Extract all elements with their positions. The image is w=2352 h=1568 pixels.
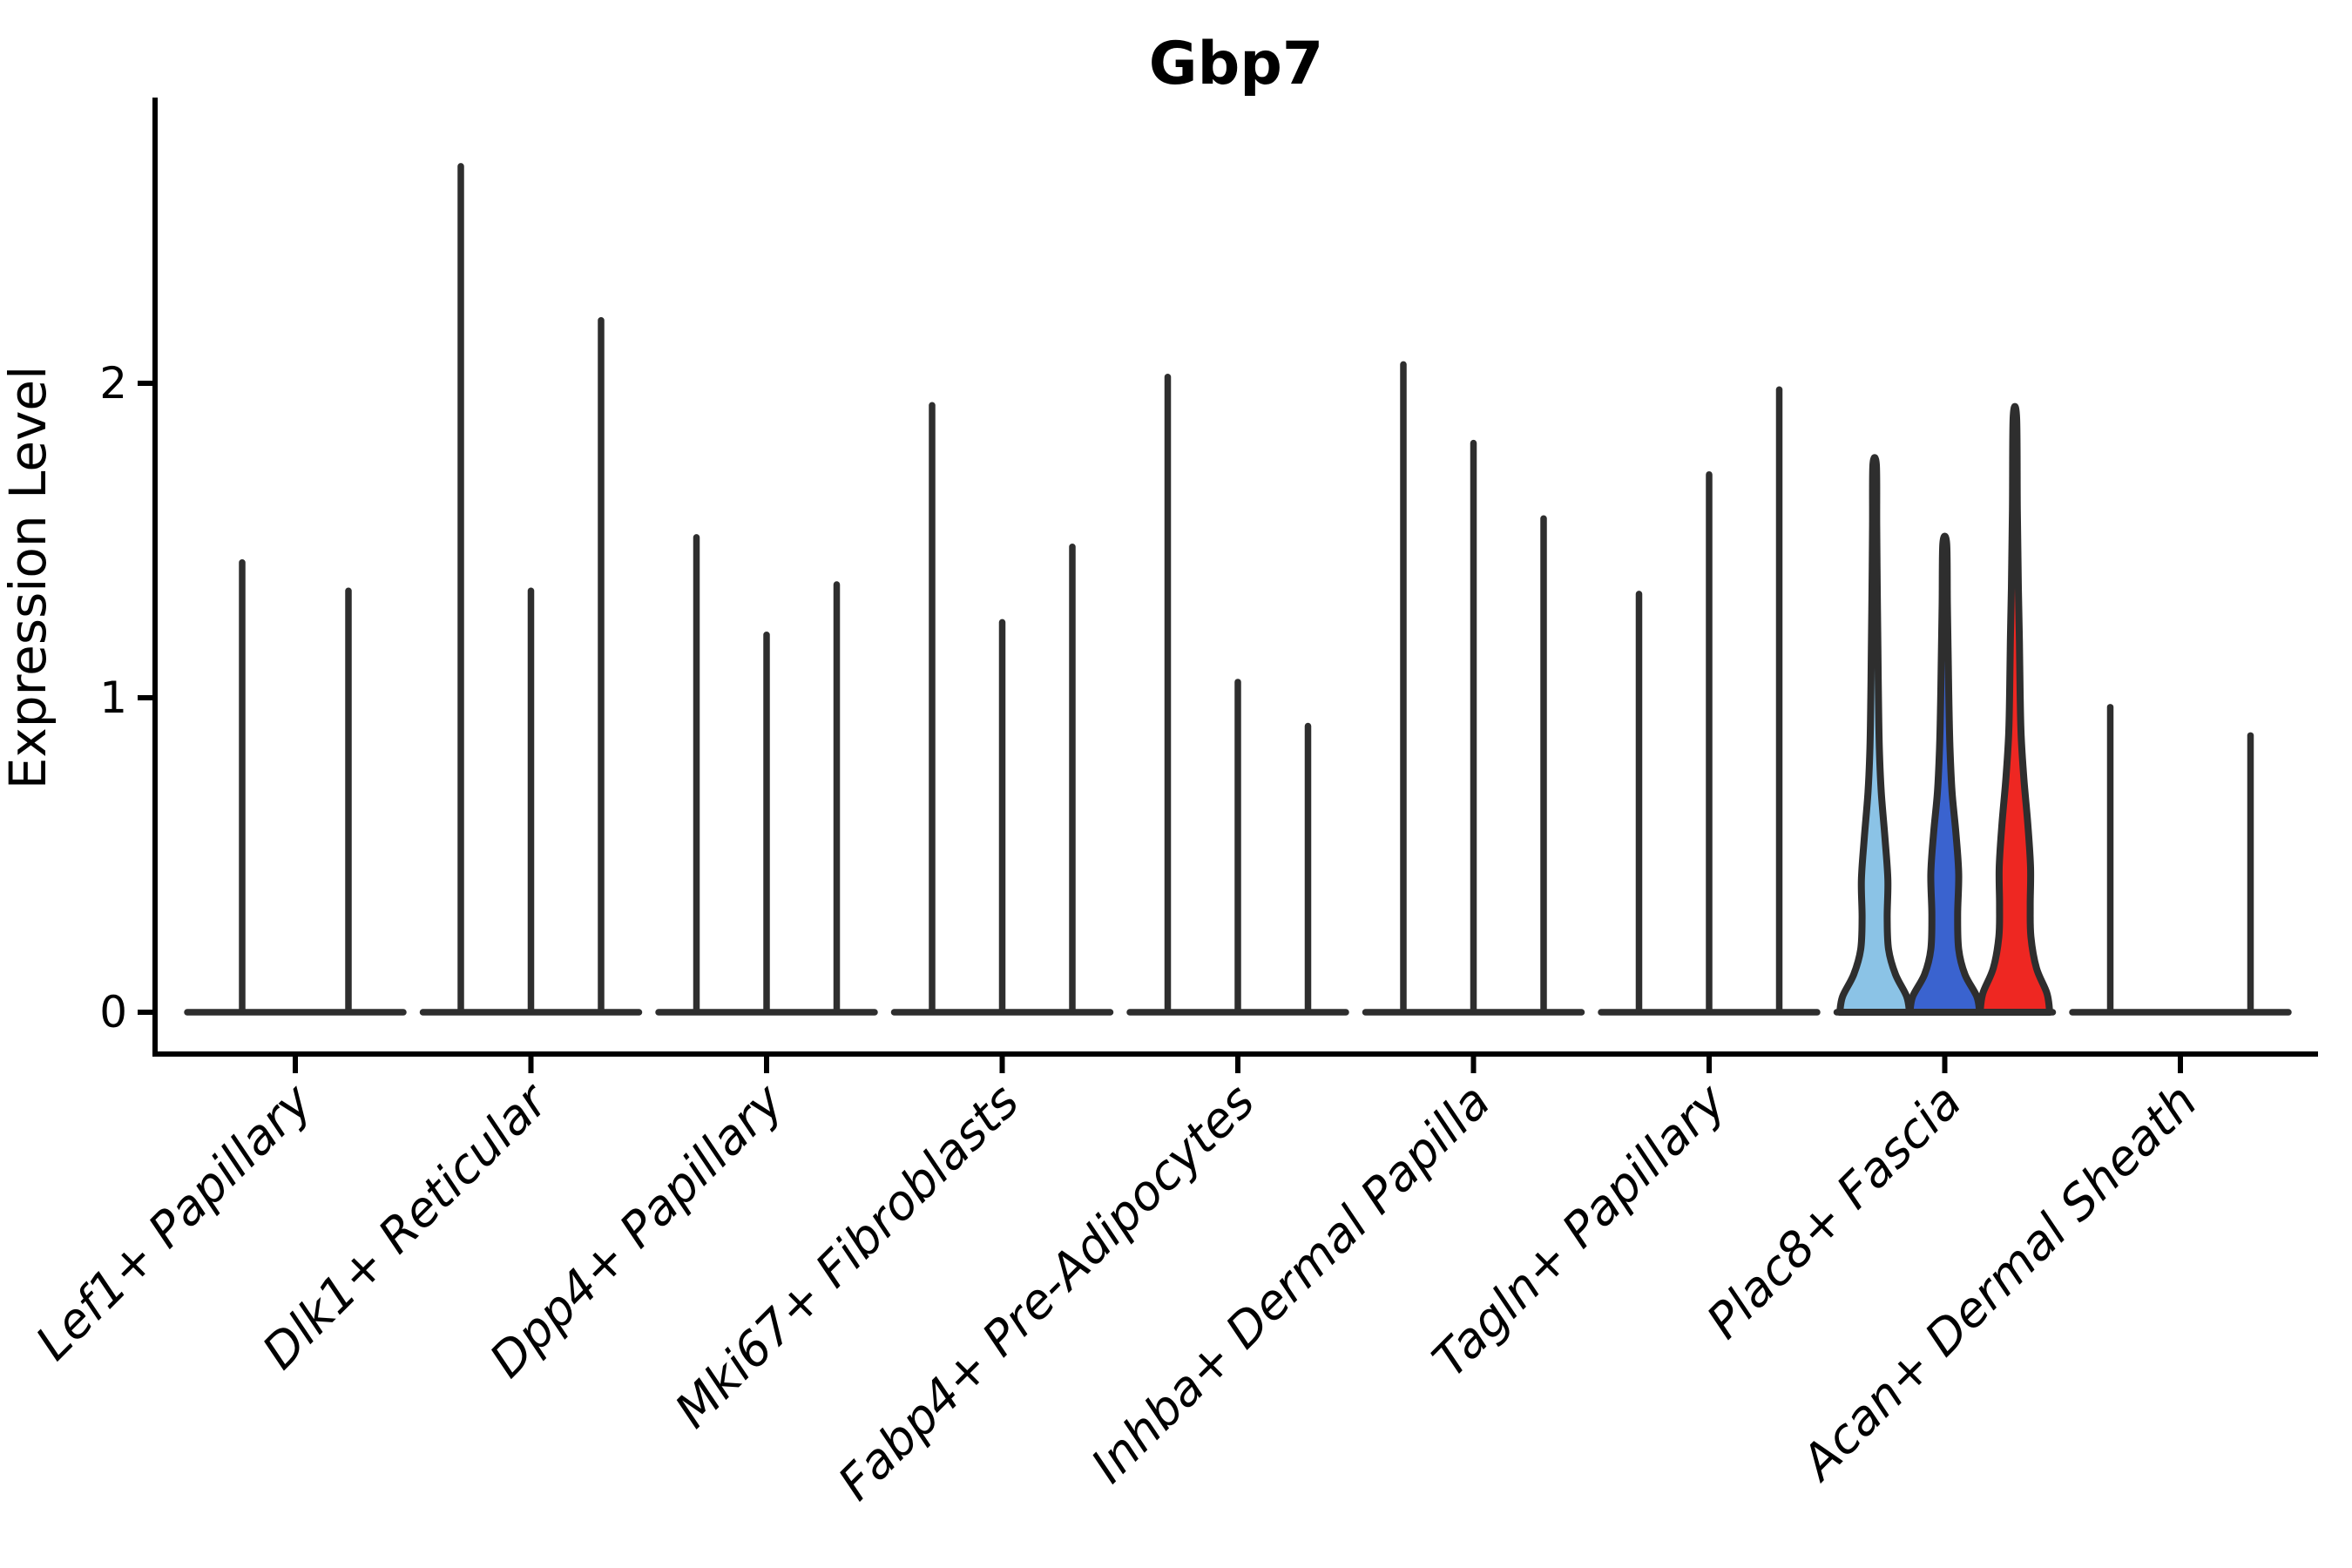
x-tick-label: Fabp4+ Pre-Adipocytes — [828, 1073, 1265, 1511]
violin-filled — [1836, 454, 1913, 1016]
x-tick-label: Inhba+ Dermal Papilla — [1080, 1073, 1500, 1493]
violin-filled — [1977, 402, 2053, 1016]
y-tick-label: 0 — [99, 987, 127, 1037]
violins — [184, 163, 2292, 1016]
y-axis-label: Expression Level — [0, 366, 57, 789]
y-tick-label: 2 — [99, 358, 127, 409]
violin-filled — [1906, 532, 1984, 1016]
x-tick-label: Acan+ Dermal Sheath — [1789, 1073, 2208, 1492]
axes — [138, 98, 2318, 1073]
x-tick-label: Plac8+ Fascia — [1696, 1073, 1972, 1349]
plot-title: Gbp7 — [1149, 30, 1323, 98]
y-tick-label: 1 — [99, 672, 127, 723]
